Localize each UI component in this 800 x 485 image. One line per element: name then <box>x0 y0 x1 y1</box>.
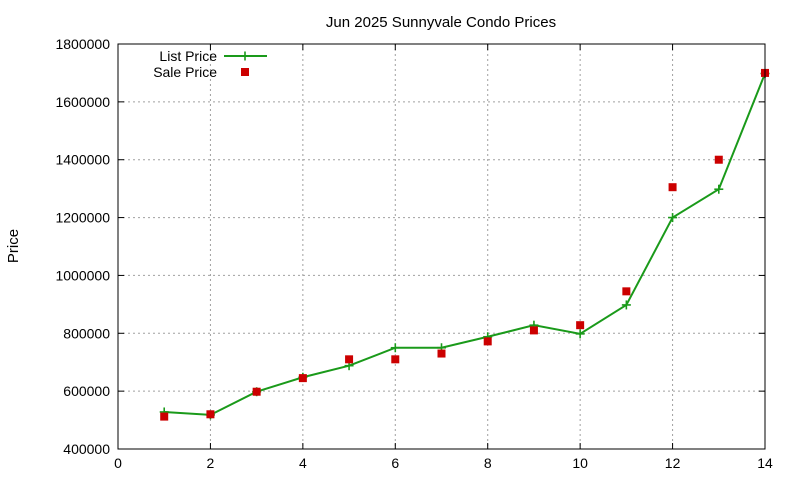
plot-border <box>117 43 766 450</box>
sale-price-point <box>160 412 169 421</box>
sale-price-point <box>391 355 400 364</box>
sale-price-point <box>206 410 215 419</box>
x-tick-label: 8 <box>484 455 492 471</box>
axis-ticks: 0 2 4 6 8 10 12 14 400000 600000 800000 1000000 1200… <box>55 36 773 471</box>
y-tick-label: 1800000 <box>55 36 110 52</box>
sale-price-point <box>298 374 307 383</box>
list-price-point <box>390 343 400 353</box>
series-layer <box>159 68 770 421</box>
list-price-point <box>668 213 678 223</box>
sale-price-point <box>252 387 261 396</box>
x-tick-label: 10 <box>572 455 588 471</box>
chart-title: Jun 2025 Sunnyvale Condo Prices <box>326 14 556 31</box>
grid-lines <box>118 44 765 449</box>
sale-price-point <box>483 337 492 346</box>
y-tick-label: 1000000 <box>55 267 110 283</box>
sale-price-point <box>345 355 354 364</box>
series-sale-price <box>160 68 769 421</box>
sale-price-point <box>576 321 585 330</box>
sale-price-point <box>714 155 723 164</box>
y-tick-label: 1200000 <box>55 210 110 226</box>
sale-price-point <box>668 183 677 192</box>
y-tick-label: 800000 <box>63 325 110 341</box>
list-price-point <box>575 329 585 339</box>
legend-label: Sale Price <box>153 64 217 80</box>
y-tick-label: 600000 <box>63 383 110 399</box>
x-tick-label: 14 <box>757 455 773 471</box>
list-price-line <box>164 73 766 416</box>
legend-plus-marker <box>240 51 250 61</box>
x-tick-label: 0 <box>114 455 122 471</box>
x-tick-label: 6 <box>391 455 399 471</box>
y-axis-label: Price <box>5 229 22 263</box>
legend-label: List Price <box>159 48 217 64</box>
x-tick-label: 2 <box>207 455 215 471</box>
sale-price-point <box>529 326 538 335</box>
y-tick-label: 400000 <box>63 441 110 457</box>
legend-square-marker <box>241 68 249 76</box>
list-price-point <box>714 184 724 194</box>
sale-price-point <box>437 349 446 358</box>
series-list-price <box>159 69 770 420</box>
y-tick-label: 1600000 <box>55 94 110 110</box>
x-tick-label: 12 <box>665 455 681 471</box>
list-price-point <box>621 300 631 310</box>
sale-price-point <box>622 287 631 296</box>
y-tick-label: 1400000 <box>55 152 110 168</box>
x-tick-label: 4 <box>299 455 307 471</box>
